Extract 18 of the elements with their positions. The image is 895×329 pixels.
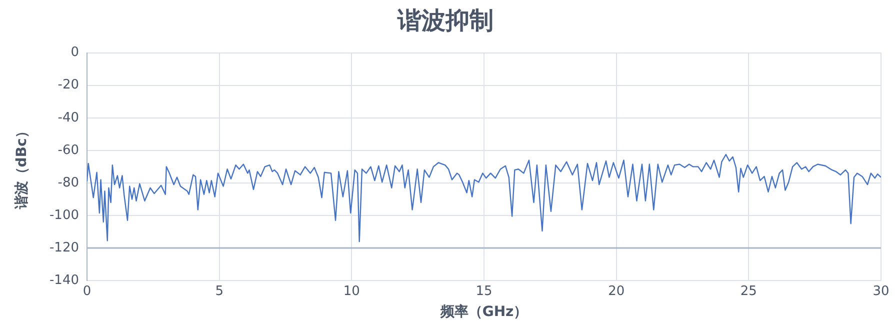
- y-tick-label: -100: [49, 208, 79, 223]
- y-tick-label: 0: [70, 45, 79, 60]
- x-tick-label: 0: [82, 284, 92, 299]
- x-tick-label: 15: [476, 284, 492, 299]
- y-tick-label: -140: [49, 272, 79, 288]
- y-tick-label: -20: [58, 78, 79, 93]
- y-tick-label: -60: [58, 142, 79, 158]
- y-tick-label: -80: [58, 175, 79, 190]
- y-axis-title: 谐波（dBc）: [14, 124, 30, 210]
- x-tick-label: 20: [608, 284, 625, 299]
- y-tick-label: -120: [49, 240, 79, 256]
- y-tick-label: -40: [58, 110, 79, 126]
- chart-title: 谐波抑制: [396, 6, 494, 35]
- x-tick-label: 25: [740, 284, 757, 299]
- x-tick-label: 10: [343, 284, 360, 299]
- x-axis-title: 频率（GHz）: [439, 303, 528, 320]
- x-tick-label: 5: [215, 284, 224, 299]
- x-tick-label: 30: [872, 284, 890, 299]
